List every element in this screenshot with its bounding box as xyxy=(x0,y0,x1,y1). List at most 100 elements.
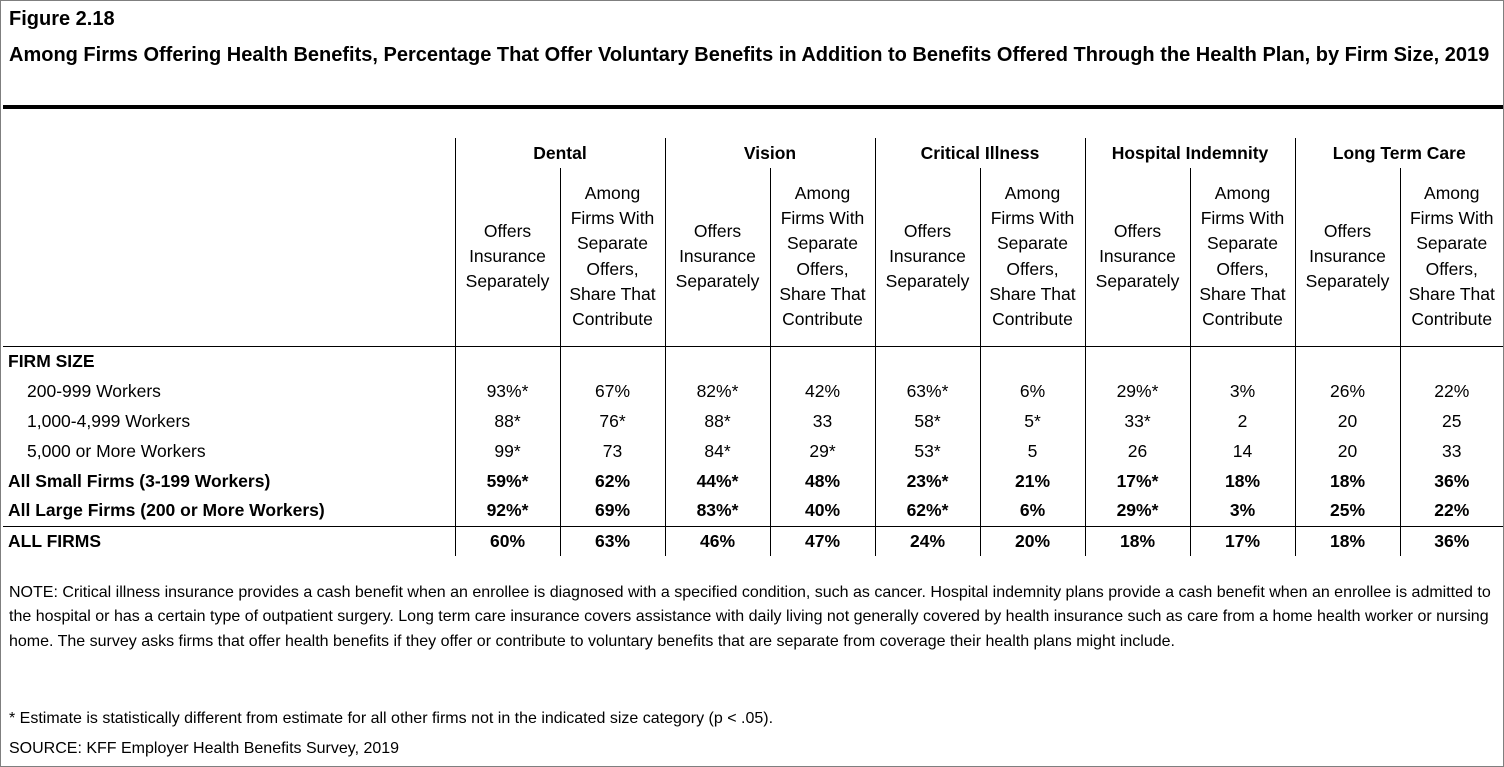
table-cell: 83%* xyxy=(664,496,770,526)
empty-cell xyxy=(769,346,875,376)
group-header-hospital-indemnity: Hospital Indemnity xyxy=(1084,138,1295,168)
subheader-offers-text: Offers Insurance Separately xyxy=(1095,220,1180,292)
table-cell: 62%* xyxy=(874,496,980,526)
table-cell: 33* xyxy=(1084,406,1190,436)
subheader-contribute: Among Firms With Separate Offers, Share … xyxy=(769,168,875,347)
row-label: 5,000 or More Workers xyxy=(27,440,206,461)
blank-header-cell xyxy=(3,138,455,168)
table-cell: 63%* xyxy=(874,376,980,406)
table-cell: 47% xyxy=(769,525,875,556)
table-cell: 5 xyxy=(979,436,1085,466)
row-label: All Large Firms (200 or More Workers) xyxy=(8,500,325,521)
empty-cell xyxy=(979,346,1085,376)
table-cell: 88* xyxy=(664,406,770,436)
table-cell: 92%* xyxy=(454,496,560,526)
table-cell: 53* xyxy=(874,436,980,466)
table-cell: 29* xyxy=(769,436,875,466)
source-text: SOURCE: KFF Employer Health Benefits Sur… xyxy=(9,740,400,757)
figure-title: Among Firms Offering Health Benefits, Pe… xyxy=(9,44,1490,66)
subheader-offers: Offers Insurance Separately xyxy=(1294,168,1400,347)
subheader-contribute: Among Firms With Separate Offers, Share … xyxy=(1189,168,1295,347)
row-label: ALL FIRMS xyxy=(3,525,455,556)
subheader-offers: Offers Insurance Separately xyxy=(1084,168,1190,347)
table-cell: 3% xyxy=(1189,376,1295,406)
data-table: Dental Vision Critical Illness Hospital … xyxy=(3,138,1503,556)
table-cell: 99* xyxy=(454,436,560,466)
footnote-text: * Estimate is statistically different fr… xyxy=(9,710,774,727)
table-cell: 18% xyxy=(1189,466,1295,496)
table-cell: 17%* xyxy=(1084,466,1190,496)
table-cell: 76* xyxy=(559,406,665,436)
subheader-offers-text: Offers Insurance Separately xyxy=(885,220,970,292)
table-cell: 24% xyxy=(874,525,980,556)
table-row: All Large Firms (200 or More Workers) 92%… xyxy=(3,496,1503,526)
table-cell: 6% xyxy=(979,376,1085,406)
subheader-contribute-text: Among Firms With Separate Offers, Share … xyxy=(779,182,866,330)
empty-cell xyxy=(874,346,980,376)
group-header-row: Dental Vision Critical Illness Hospital … xyxy=(3,138,1503,168)
table-cell: 59%* xyxy=(454,466,560,496)
table-cell: 82%* xyxy=(664,376,770,406)
table-cell: 14 xyxy=(1189,436,1295,466)
table-cell: 36% xyxy=(1399,525,1503,556)
table-cell: 36% xyxy=(1399,466,1503,496)
table-cell: 18% xyxy=(1294,525,1400,556)
table-cell: 25% xyxy=(1294,496,1400,526)
empty-cell xyxy=(664,346,770,376)
subheader-contribute: Among Firms With Separate Offers, Share … xyxy=(979,168,1085,347)
row-label: 200-999 Workers xyxy=(27,380,161,401)
table-cell: 23%* xyxy=(874,466,980,496)
table-cell: 58* xyxy=(874,406,980,436)
section-row-firm-size: FIRM SIZE xyxy=(3,346,1503,376)
blank-subheader-cell xyxy=(3,168,455,347)
table-cell: 69% xyxy=(559,496,665,526)
table-row: 1,000-4,999 Workers 88* 76* 88* 33 58* 5* 33* 2 2… xyxy=(3,406,1503,436)
subheader-offers: Offers Insurance Separately xyxy=(454,168,560,347)
section-label: FIRM SIZE xyxy=(8,350,95,371)
subheader-contribute-text: Among Firms With Separate Offers, Share … xyxy=(989,182,1076,330)
table-cell: 29%* xyxy=(1084,496,1190,526)
table-cell: 17% xyxy=(1189,525,1295,556)
table-cell: 88* xyxy=(454,406,560,436)
subheader-contribute: Among Firms With Separate Offers, Share … xyxy=(1399,168,1503,347)
table-cell: 6% xyxy=(979,496,1085,526)
table-cell: 48% xyxy=(769,466,875,496)
table-cell: 63% xyxy=(559,525,665,556)
empty-cell xyxy=(1294,346,1400,376)
row-label: All Small Firms (3-199 Workers) xyxy=(8,470,271,491)
table-cell: 33 xyxy=(1399,436,1503,466)
table-cell: 20% xyxy=(979,525,1085,556)
subheader-contribute-text: Among Firms With Separate Offers, Share … xyxy=(1408,182,1495,330)
table-cell: 84* xyxy=(664,436,770,466)
table-row: 200-999 Workers 93%* 67% 82%* 42% 63%* 6% 29%* 3… xyxy=(3,376,1503,406)
subheader-offers: Offers Insurance Separately xyxy=(874,168,980,347)
table-cell: 26 xyxy=(1084,436,1190,466)
subheader-contribute-text: Among Firms With Separate Offers, Share … xyxy=(569,182,656,330)
table-cell: 26% xyxy=(1294,376,1400,406)
table-cell: 44%* xyxy=(664,466,770,496)
table-cell: 60% xyxy=(454,525,560,556)
table-row: 5,000 or More Workers 99* 73 84* 29* 53* 5 26 14… xyxy=(3,436,1503,466)
empty-cell xyxy=(1084,346,1190,376)
subheader-offers-text: Offers Insurance Separately xyxy=(1305,220,1390,292)
table-row: All Small Firms (3-199 Workers) 59%* 62% 44… xyxy=(3,466,1503,496)
table-cell: 93%* xyxy=(454,376,560,406)
group-header-critical-illness: Critical Illness xyxy=(874,138,1085,168)
subheader-offers: Offers Insurance Separately xyxy=(664,168,770,347)
table-cell: 62% xyxy=(559,466,665,496)
table-cell: 22% xyxy=(1399,376,1503,406)
subheader-contribute: Among Firms With Separate Offers, Share … xyxy=(559,168,665,347)
table-cell: 20 xyxy=(1294,436,1400,466)
empty-cell xyxy=(1189,346,1295,376)
title-divider xyxy=(3,105,1503,109)
sub-header-row: Offers Insurance Separately Among Firms … xyxy=(3,168,1503,347)
subheader-offers-text: Offers Insurance Separately xyxy=(675,220,760,292)
empty-cell xyxy=(1399,346,1503,376)
table-cell: 73 xyxy=(559,436,665,466)
note-text: NOTE: Critical illness insurance provide… xyxy=(9,584,1491,650)
figure-label: Figure 2.18 xyxy=(9,8,115,30)
group-header-vision: Vision xyxy=(664,138,875,168)
table-cell: 29%* xyxy=(1084,376,1190,406)
subheader-contribute-text: Among Firms With Separate Offers, Share … xyxy=(1199,182,1286,330)
table-cell: 5* xyxy=(979,406,1085,436)
